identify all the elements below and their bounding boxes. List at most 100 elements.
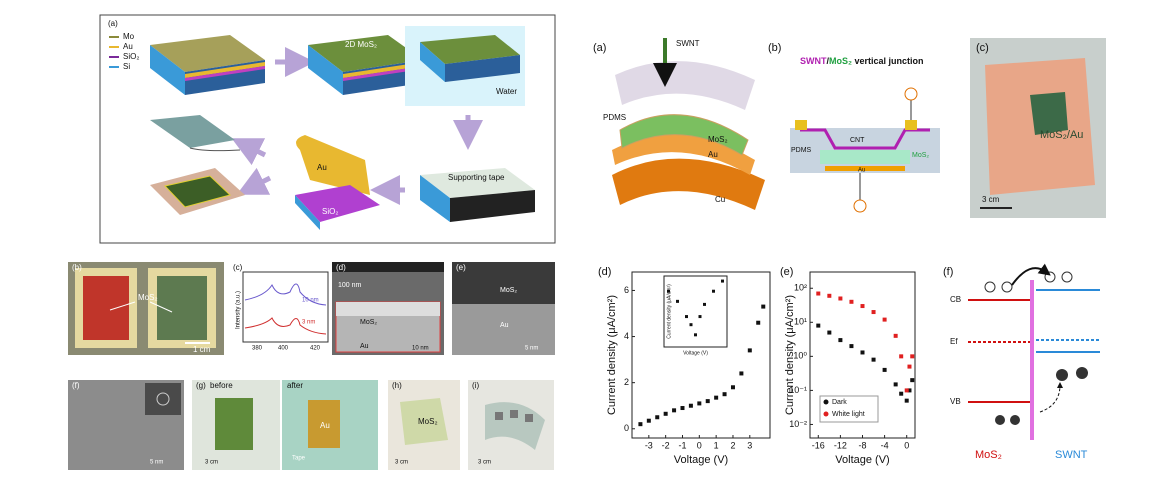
shape xyxy=(189,147,241,152)
data-point xyxy=(838,338,843,343)
x-tick-label: 2 xyxy=(730,440,735,450)
shape xyxy=(420,175,450,222)
shape xyxy=(612,158,765,210)
label: after xyxy=(287,381,303,390)
left-panel-c: (c) Intensity (a.u.) 10 nm 3 nm 380 400 … xyxy=(233,263,329,352)
label: 3 cm xyxy=(982,195,1000,204)
inset-point xyxy=(721,279,724,283)
label: 3 nm xyxy=(302,320,315,326)
data-point xyxy=(893,382,898,387)
data-point xyxy=(871,357,876,362)
data-point xyxy=(730,385,735,390)
label: Au xyxy=(858,168,865,174)
shape xyxy=(343,66,423,81)
data-point xyxy=(838,296,843,301)
shape xyxy=(109,301,136,311)
x-tick-label: -2 xyxy=(662,440,670,450)
inset-point xyxy=(698,315,702,319)
label: 100 nm xyxy=(338,282,362,289)
label: MoS₂ xyxy=(418,417,438,426)
label: Au xyxy=(708,150,718,159)
label: (a) xyxy=(593,42,606,54)
data-point xyxy=(882,367,887,372)
data-point xyxy=(688,403,693,408)
shape: SWNT/MoS₂ vertical junction xyxy=(800,56,924,66)
shape xyxy=(308,45,343,95)
label: 2D MoS₂ xyxy=(345,40,377,49)
shape xyxy=(295,185,380,222)
shape xyxy=(244,317,327,335)
x-tick-label: -16 xyxy=(812,440,825,450)
label: Au xyxy=(123,42,133,51)
inset-x-label: Voltage (V) xyxy=(683,350,708,356)
data-point xyxy=(816,291,821,296)
y-tick-label: 10⁻¹ xyxy=(789,385,807,395)
shape xyxy=(149,301,173,313)
label: (g) xyxy=(196,381,206,390)
shape xyxy=(1044,271,1056,283)
data-point xyxy=(849,344,854,349)
y-tick-label: 10² xyxy=(794,283,807,293)
shape xyxy=(420,42,445,82)
shape xyxy=(156,392,170,406)
label: Supporting tape xyxy=(448,173,505,182)
shape xyxy=(853,199,867,213)
shape xyxy=(510,410,518,418)
label: (e) xyxy=(456,263,466,272)
shape xyxy=(1001,281,1013,293)
data-point xyxy=(910,354,915,359)
right-panel-b: (b) SWNT/MoS₂ vertical junction CNT PDMS… xyxy=(768,42,940,213)
data-point xyxy=(663,411,668,416)
left-panel-f: (f) 5 nm xyxy=(68,380,184,470)
shape xyxy=(825,166,905,171)
y-tick-label: 0 xyxy=(624,423,629,433)
label: MoS₂ xyxy=(360,319,377,326)
label: MoS₂/Au xyxy=(1040,129,1083,141)
left-panel-a: (a) Mo Au SiO₂ Si 2D MoS₂ Water Supporti… xyxy=(99,14,556,244)
shape xyxy=(242,271,329,343)
shape xyxy=(420,35,520,64)
inset-point xyxy=(689,323,693,327)
data-point xyxy=(697,401,702,406)
left-panel-e: (e) MoS₂ Au 5 nm xyxy=(452,262,555,355)
y-tick-label: 10⁻² xyxy=(789,419,807,429)
shape xyxy=(495,412,503,420)
data-point xyxy=(672,408,677,413)
label: PDMS xyxy=(791,147,812,154)
label: Cu xyxy=(715,195,725,204)
y-tick-label: 10¹ xyxy=(794,317,807,327)
shape xyxy=(109,66,119,68)
label: 400 xyxy=(278,346,289,352)
shape xyxy=(308,400,340,448)
data-point xyxy=(680,406,685,411)
data-point xyxy=(756,320,761,325)
x-tick-label: 1 xyxy=(714,440,719,450)
data-point xyxy=(739,371,744,376)
label: 3 cm xyxy=(395,460,408,466)
data-point xyxy=(899,354,904,359)
label: before xyxy=(210,381,233,390)
shape xyxy=(795,120,807,130)
shape xyxy=(164,175,231,208)
shape xyxy=(157,276,207,340)
inset-point xyxy=(667,289,670,293)
shape xyxy=(185,66,265,81)
label: 5 nm xyxy=(525,346,538,352)
right-panel-e: (e) xyxy=(780,266,793,278)
inset-point xyxy=(703,302,706,306)
label: VB xyxy=(950,397,961,406)
data-point xyxy=(871,310,876,315)
inset-frame xyxy=(663,275,728,348)
data-point xyxy=(882,317,887,322)
shape xyxy=(615,61,755,110)
label: (d) xyxy=(598,266,611,278)
label: CNT xyxy=(850,137,865,144)
left-panel-h: (h) MoS₂ 3 cm xyxy=(388,380,460,470)
label: (b) xyxy=(768,42,781,54)
data-point xyxy=(827,293,832,298)
data-point xyxy=(860,304,865,309)
label: (c) xyxy=(233,263,243,272)
inset-point xyxy=(694,333,697,337)
shape xyxy=(1010,415,1020,425)
shape xyxy=(236,167,272,195)
